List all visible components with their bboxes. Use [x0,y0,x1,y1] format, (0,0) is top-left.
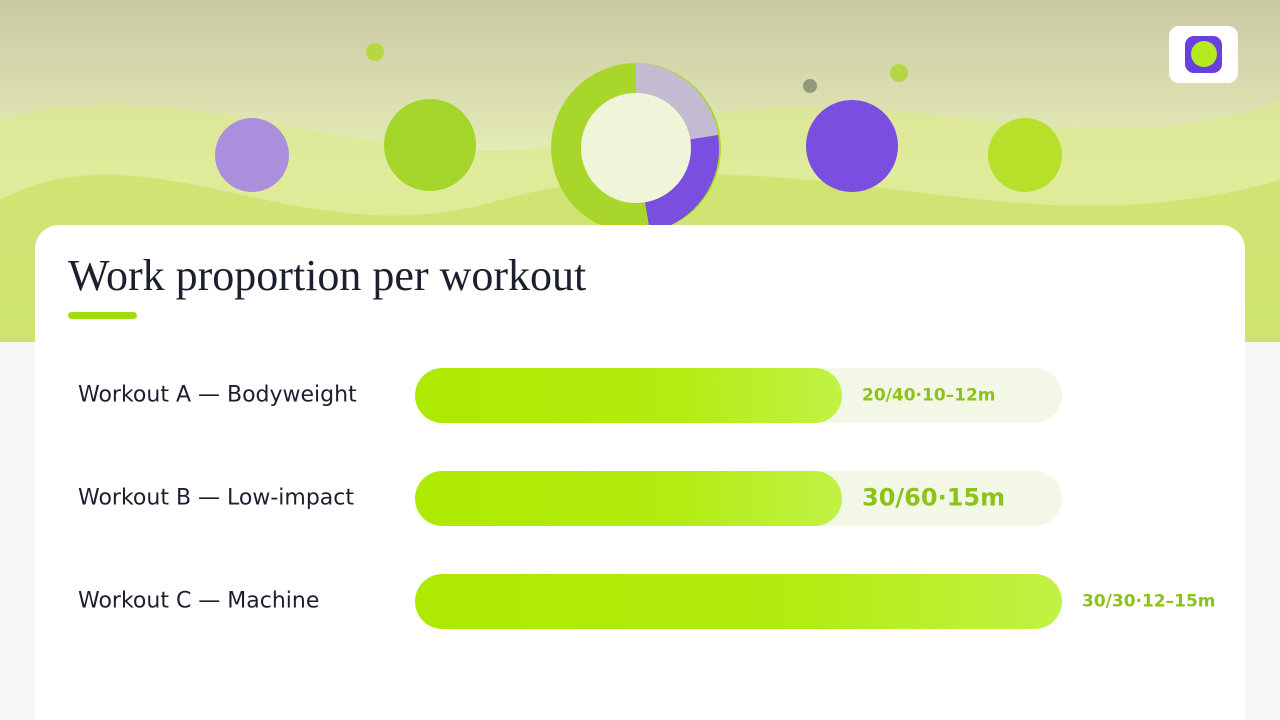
category-label: Workout C — Machine [78,589,319,614]
bar [415,471,843,526]
bar [415,574,1062,629]
chart-title: Work proportion per workout [68,251,586,300]
category-label: Workout B — Low-impact [78,486,354,511]
bar-detail: 20/40·10–12m [862,386,996,406]
bar-detail: 30/30·12–15m [1082,592,1216,612]
category-label: Workout A — Bodyweight [78,383,357,408]
bar [415,368,843,423]
bar-detail: 30/60·15m [862,484,1005,512]
title-underline [68,312,137,319]
